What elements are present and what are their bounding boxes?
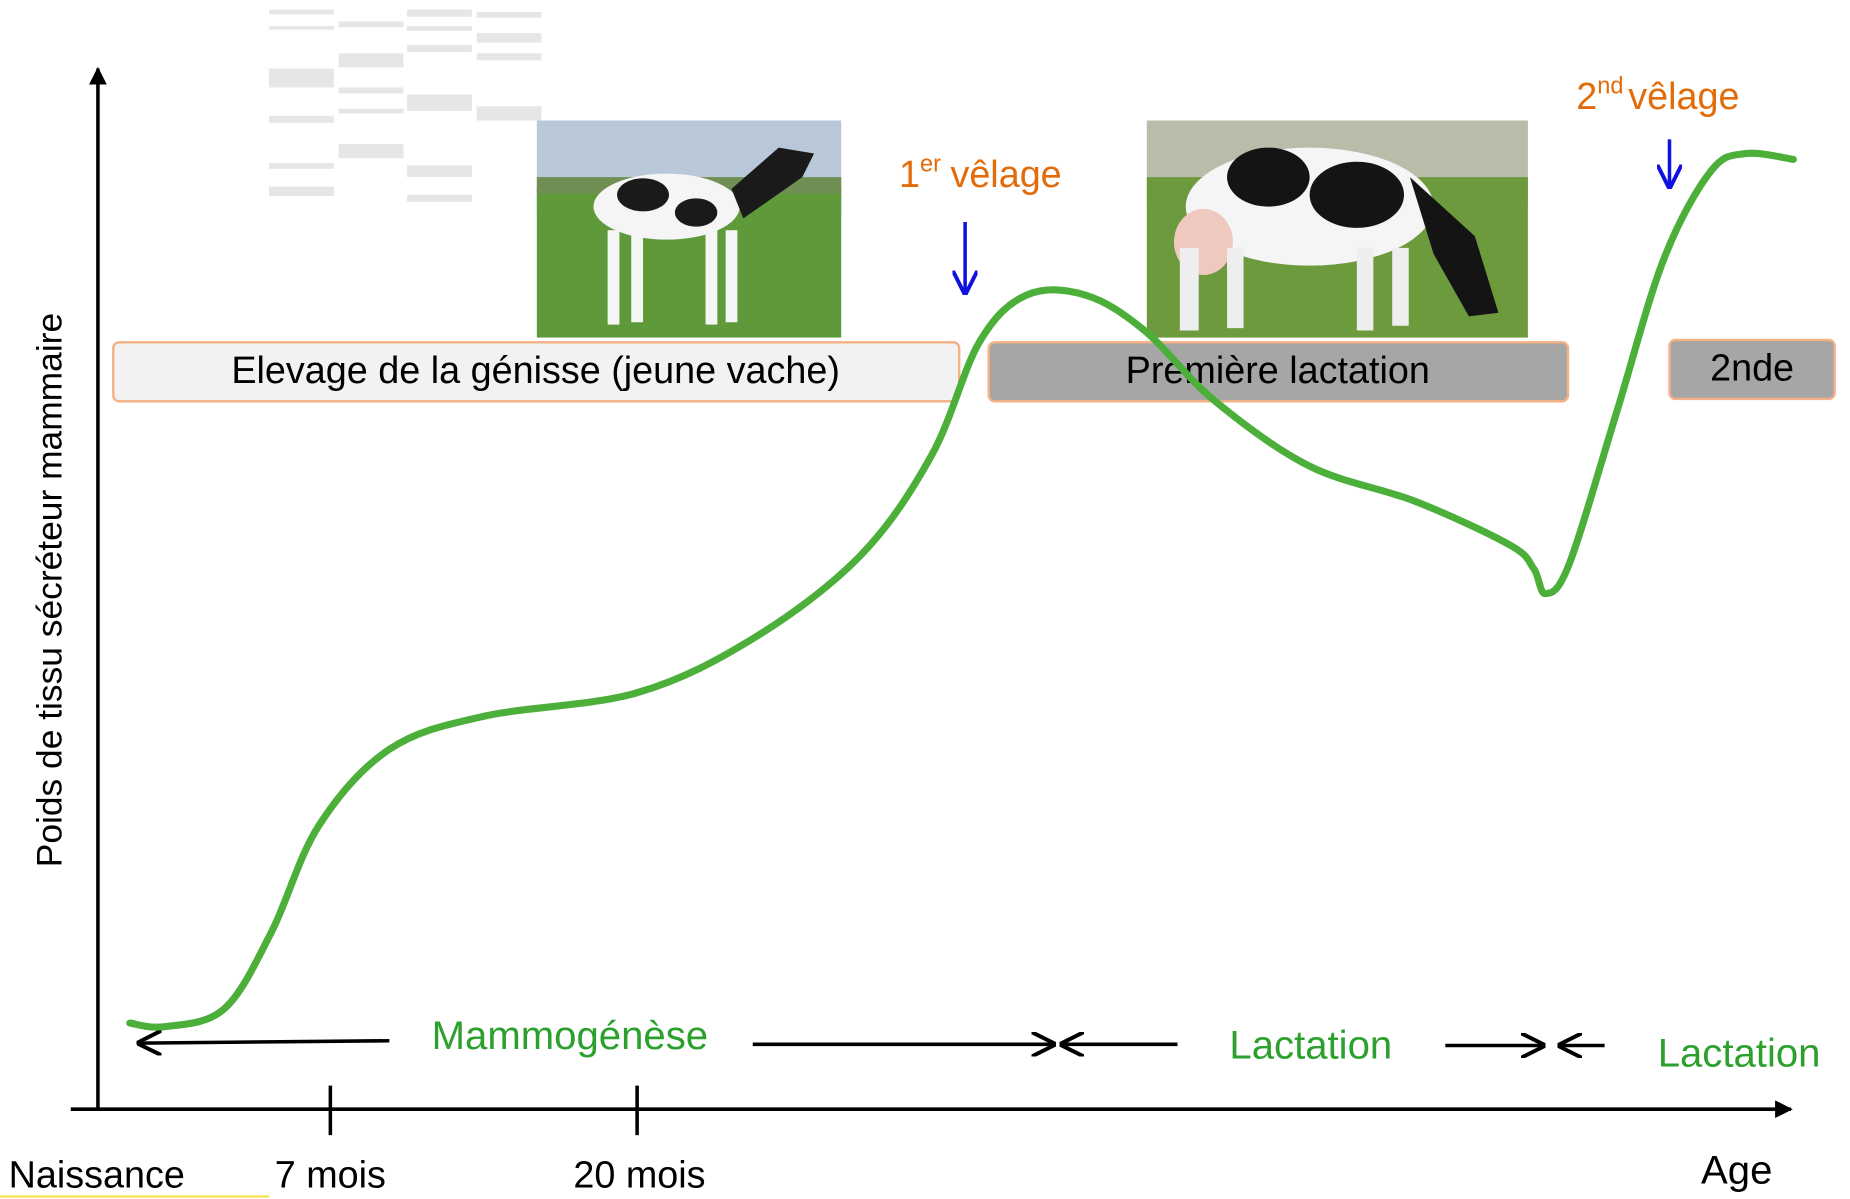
x-tick-label: 7 mois	[275, 1154, 386, 1196]
period-arrow	[139, 1041, 390, 1043]
x-tick-label: 20 mois	[573, 1154, 705, 1196]
event-number: 1	[899, 153, 920, 195]
heifer-photo	[536, 120, 842, 338]
event-text: vêlage	[1628, 75, 1739, 117]
phase-label: Première lactation	[1126, 349, 1430, 391]
cow-photo	[1146, 120, 1528, 338]
faded-graphic	[269, 9, 542, 202]
phase-box	[987, 341, 1570, 403]
event-label: 2nd vêlage	[1576, 73, 1739, 118]
phase-box	[112, 341, 961, 403]
growth-curve	[126, 149, 1797, 1031]
period-label: Mammogénèse	[432, 1014, 708, 1058]
x-axis-label: Age	[1701, 1148, 1772, 1192]
event-text: vêlage	[950, 153, 1061, 195]
event-label: 1er vêlage	[899, 151, 1062, 196]
event-number: 2	[1576, 75, 1597, 117]
phase-label: Elevage de la génisse (jeune vache)	[231, 349, 840, 391]
phase-label: 2nde	[1710, 347, 1794, 389]
event-suffix: nd	[1597, 73, 1623, 99]
period-label: Lactation	[1658, 1032, 1821, 1076]
event-suffix: er	[920, 151, 941, 177]
period-label: Lactation	[1229, 1023, 1392, 1067]
y-axis-label: Poids de tissu sécréteur mammaire	[30, 313, 69, 867]
x-tick-label: Naissance	[9, 1154, 185, 1196]
phase-box	[1668, 338, 1836, 401]
